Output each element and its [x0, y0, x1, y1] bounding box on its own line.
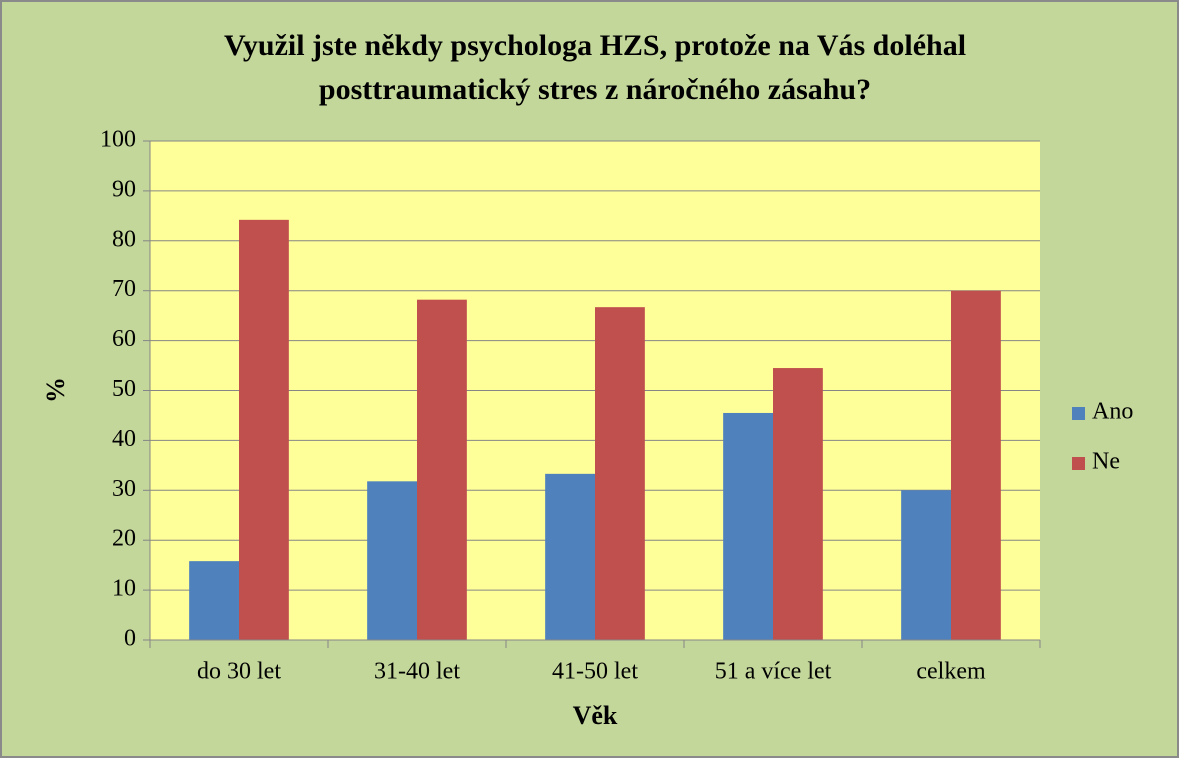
x-tick-label: 51 a více let — [715, 659, 832, 685]
y-tick-label: 80 — [112, 226, 136, 252]
y-tick-label: 20 — [112, 526, 136, 552]
y-tick-label: 40 — [112, 426, 136, 452]
legend-label: Ano — [1092, 399, 1133, 425]
x-tick-label: 31-40 let — [374, 659, 460, 685]
bar — [417, 299, 467, 640]
y-tick-label: 60 — [112, 326, 136, 352]
bar — [239, 219, 289, 641]
bar — [951, 290, 1001, 640]
legend-label: Ne — [1092, 449, 1120, 475]
y-tick-label: 100 — [100, 127, 136, 153]
bar — [901, 490, 951, 640]
y-tick-label: 50 — [112, 376, 136, 402]
bar — [773, 368, 823, 640]
x-tick-label: celkem — [916, 659, 986, 685]
y-tick-label: 10 — [112, 576, 136, 602]
x-axis-title: Věk — [573, 701, 618, 730]
chart-title: Využil jste někdy psychologa HZS, protož… — [224, 29, 966, 106]
bar — [367, 481, 417, 640]
legend-swatch — [1072, 407, 1085, 420]
bar — [545, 473, 595, 640]
y-axis-title: % — [41, 377, 70, 403]
bar — [595, 307, 645, 640]
bar — [723, 412, 773, 640]
bar — [189, 561, 239, 640]
y-tick-label: 90 — [112, 176, 136, 202]
x-tick-label: do 30 let — [197, 659, 281, 685]
x-tick-label: 41-50 let — [552, 659, 638, 685]
y-tick-label: 0 — [124, 626, 136, 652]
y-tick-label: 30 — [112, 476, 136, 502]
legend-swatch — [1072, 457, 1085, 470]
y-tick-label: 70 — [112, 276, 136, 302]
